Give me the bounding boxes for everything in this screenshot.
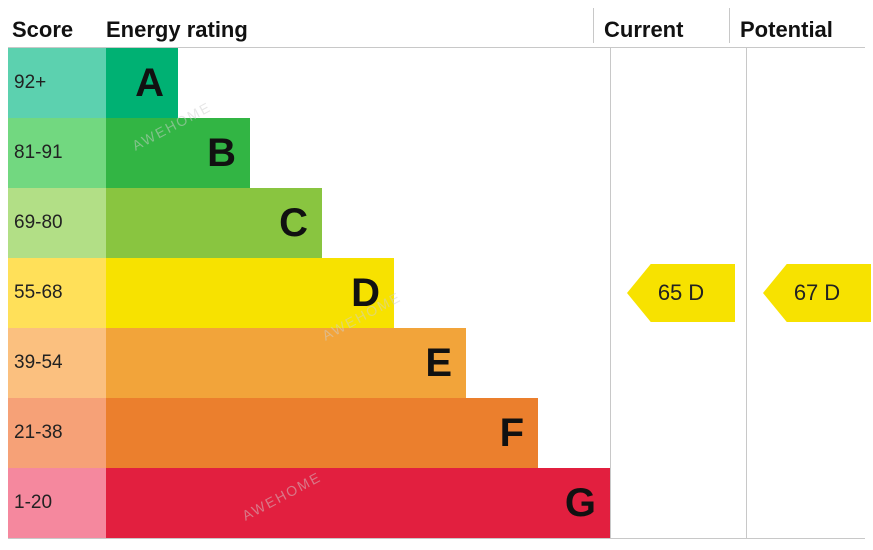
score-cell: 39-54 (8, 328, 106, 398)
rating-bar: G (106, 468, 610, 538)
header-row: Score Energy rating Current Potential (8, 8, 865, 48)
header-current: Current (593, 8, 729, 43)
rating-bar: B (106, 118, 250, 188)
energy-rating-chart: Score Energy rating Current Potential 92… (8, 8, 865, 539)
score-cell: 21-38 (8, 398, 106, 468)
band-row: 1-20G (8, 468, 610, 538)
chart-body: 92+A81-91B69-80C55-68D39-54E21-38F1-20G … (8, 48, 865, 539)
potential-column: 67 D (747, 48, 873, 538)
band-row: 55-68D (8, 258, 610, 328)
header-rating: Energy rating (106, 17, 593, 43)
header-potential: Potential (729, 8, 865, 43)
band-row: 69-80C (8, 188, 610, 258)
rating-bar: A (106, 48, 178, 118)
band-row: 92+A (8, 48, 610, 118)
bar-cell: E (106, 328, 466, 398)
potential-marker-letter: D (824, 280, 840, 306)
bar-cell: A (106, 48, 178, 118)
current-marker-value: 65 (658, 280, 682, 306)
current-marker-letter: D (688, 280, 704, 306)
current-marker: 65 D (627, 264, 735, 322)
potential-marker-value: 67 (794, 280, 818, 306)
band-row: 39-54E (8, 328, 610, 398)
potential-marker: 67 D (763, 264, 871, 322)
score-cell: 81-91 (8, 118, 106, 188)
header-score: Score (8, 17, 106, 43)
rating-bar: C (106, 188, 322, 258)
side-columns: 65 D 67 D (610, 48, 873, 538)
rating-bar: F (106, 398, 538, 468)
band-row: 21-38F (8, 398, 610, 468)
score-cell: 92+ (8, 48, 106, 118)
bar-cell: D (106, 258, 394, 328)
bar-cell: B (106, 118, 250, 188)
band-row: 81-91B (8, 118, 610, 188)
score-cell: 69-80 (8, 188, 106, 258)
current-column: 65 D (611, 48, 747, 538)
rating-bar: D (106, 258, 394, 328)
score-cell: 1-20 (8, 468, 106, 538)
score-cell: 55-68 (8, 258, 106, 328)
bar-cell: G (106, 468, 610, 538)
bands-column: 92+A81-91B69-80C55-68D39-54E21-38F1-20G (8, 48, 610, 538)
rating-bar: E (106, 328, 466, 398)
bar-cell: C (106, 188, 322, 258)
bar-cell: F (106, 398, 538, 468)
